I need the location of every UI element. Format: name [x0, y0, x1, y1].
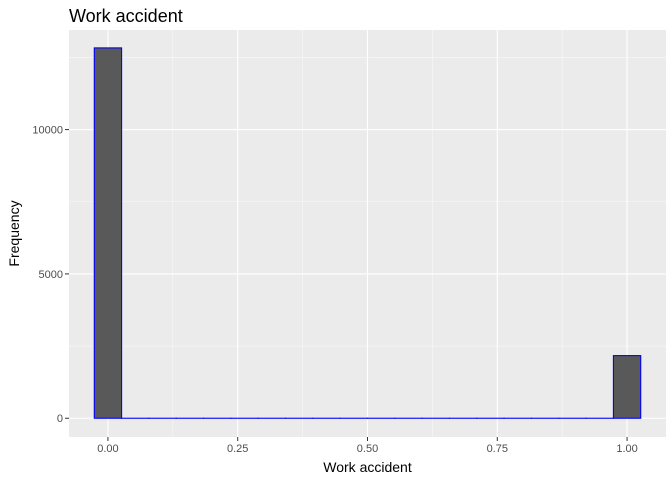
- x-tick-label: 0.25: [227, 443, 248, 455]
- y-axis-title: Frequency: [6, 200, 22, 266]
- y-tick-label: 0: [57, 413, 63, 425]
- x-tick-label: 0.00: [97, 443, 118, 455]
- x-axis: 0.00 0.25 0.50 0.75 1.00: [97, 437, 638, 455]
- histogram-bar: [613, 356, 640, 419]
- x-tick-label: 0.75: [487, 443, 508, 455]
- x-tick-label: 0.50: [357, 443, 378, 455]
- chart-title: Work accident: [69, 6, 183, 26]
- y-tick-label: 10000: [32, 125, 63, 137]
- y-axis: 0 5000 10000: [32, 125, 69, 426]
- x-axis-title: Work accident: [323, 459, 412, 475]
- histogram-bar: [94, 48, 121, 418]
- y-tick-label: 5000: [39, 269, 63, 281]
- x-tick-label: 1.00: [616, 443, 637, 455]
